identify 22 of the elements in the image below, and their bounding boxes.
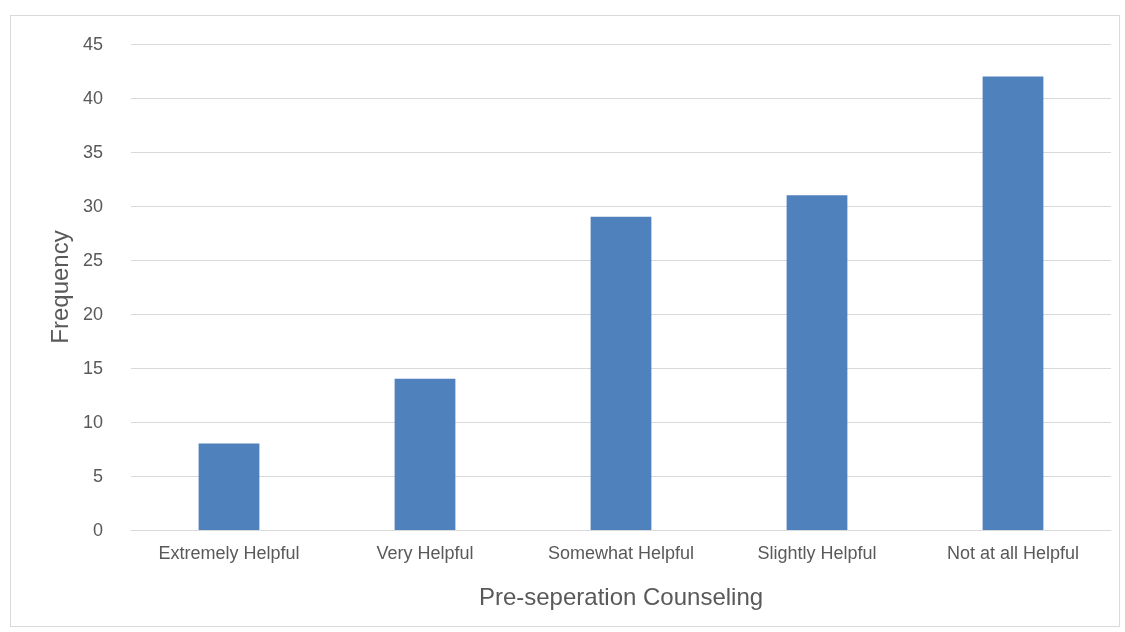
bar <box>982 76 1044 530</box>
x-tick-label: Not at all Helpful <box>946 543 1080 563</box>
x-tick-label: Extremely Helpful <box>158 543 300 563</box>
y-tick-label: 15 <box>82 358 103 378</box>
x-tick-label: Somewhat Helpful <box>547 543 695 563</box>
x-tick-label: Slightly Helpful <box>757 543 877 563</box>
bar <box>394 378 456 530</box>
y-tick-label: 5 <box>92 466 103 486</box>
y-tick-label: 10 <box>82 412 103 432</box>
y-tick-label: 35 <box>82 142 103 162</box>
bar <box>198 443 260 530</box>
y-tick-label: 30 <box>82 196 103 216</box>
y-tick-label: 45 <box>82 34 103 54</box>
y-tick-label: 20 <box>82 304 103 324</box>
y-axis-title: Frequency <box>45 230 73 344</box>
bar <box>590 216 652 530</box>
y-tick-label: 0 <box>92 520 103 540</box>
y-tick-label: 40 <box>82 88 103 108</box>
bar <box>786 195 848 530</box>
x-tick-label: Very Helpful <box>376 543 474 563</box>
x-axis-title: Pre-seperation Counseling <box>478 582 764 610</box>
y-tick-label: 25 <box>82 250 103 270</box>
